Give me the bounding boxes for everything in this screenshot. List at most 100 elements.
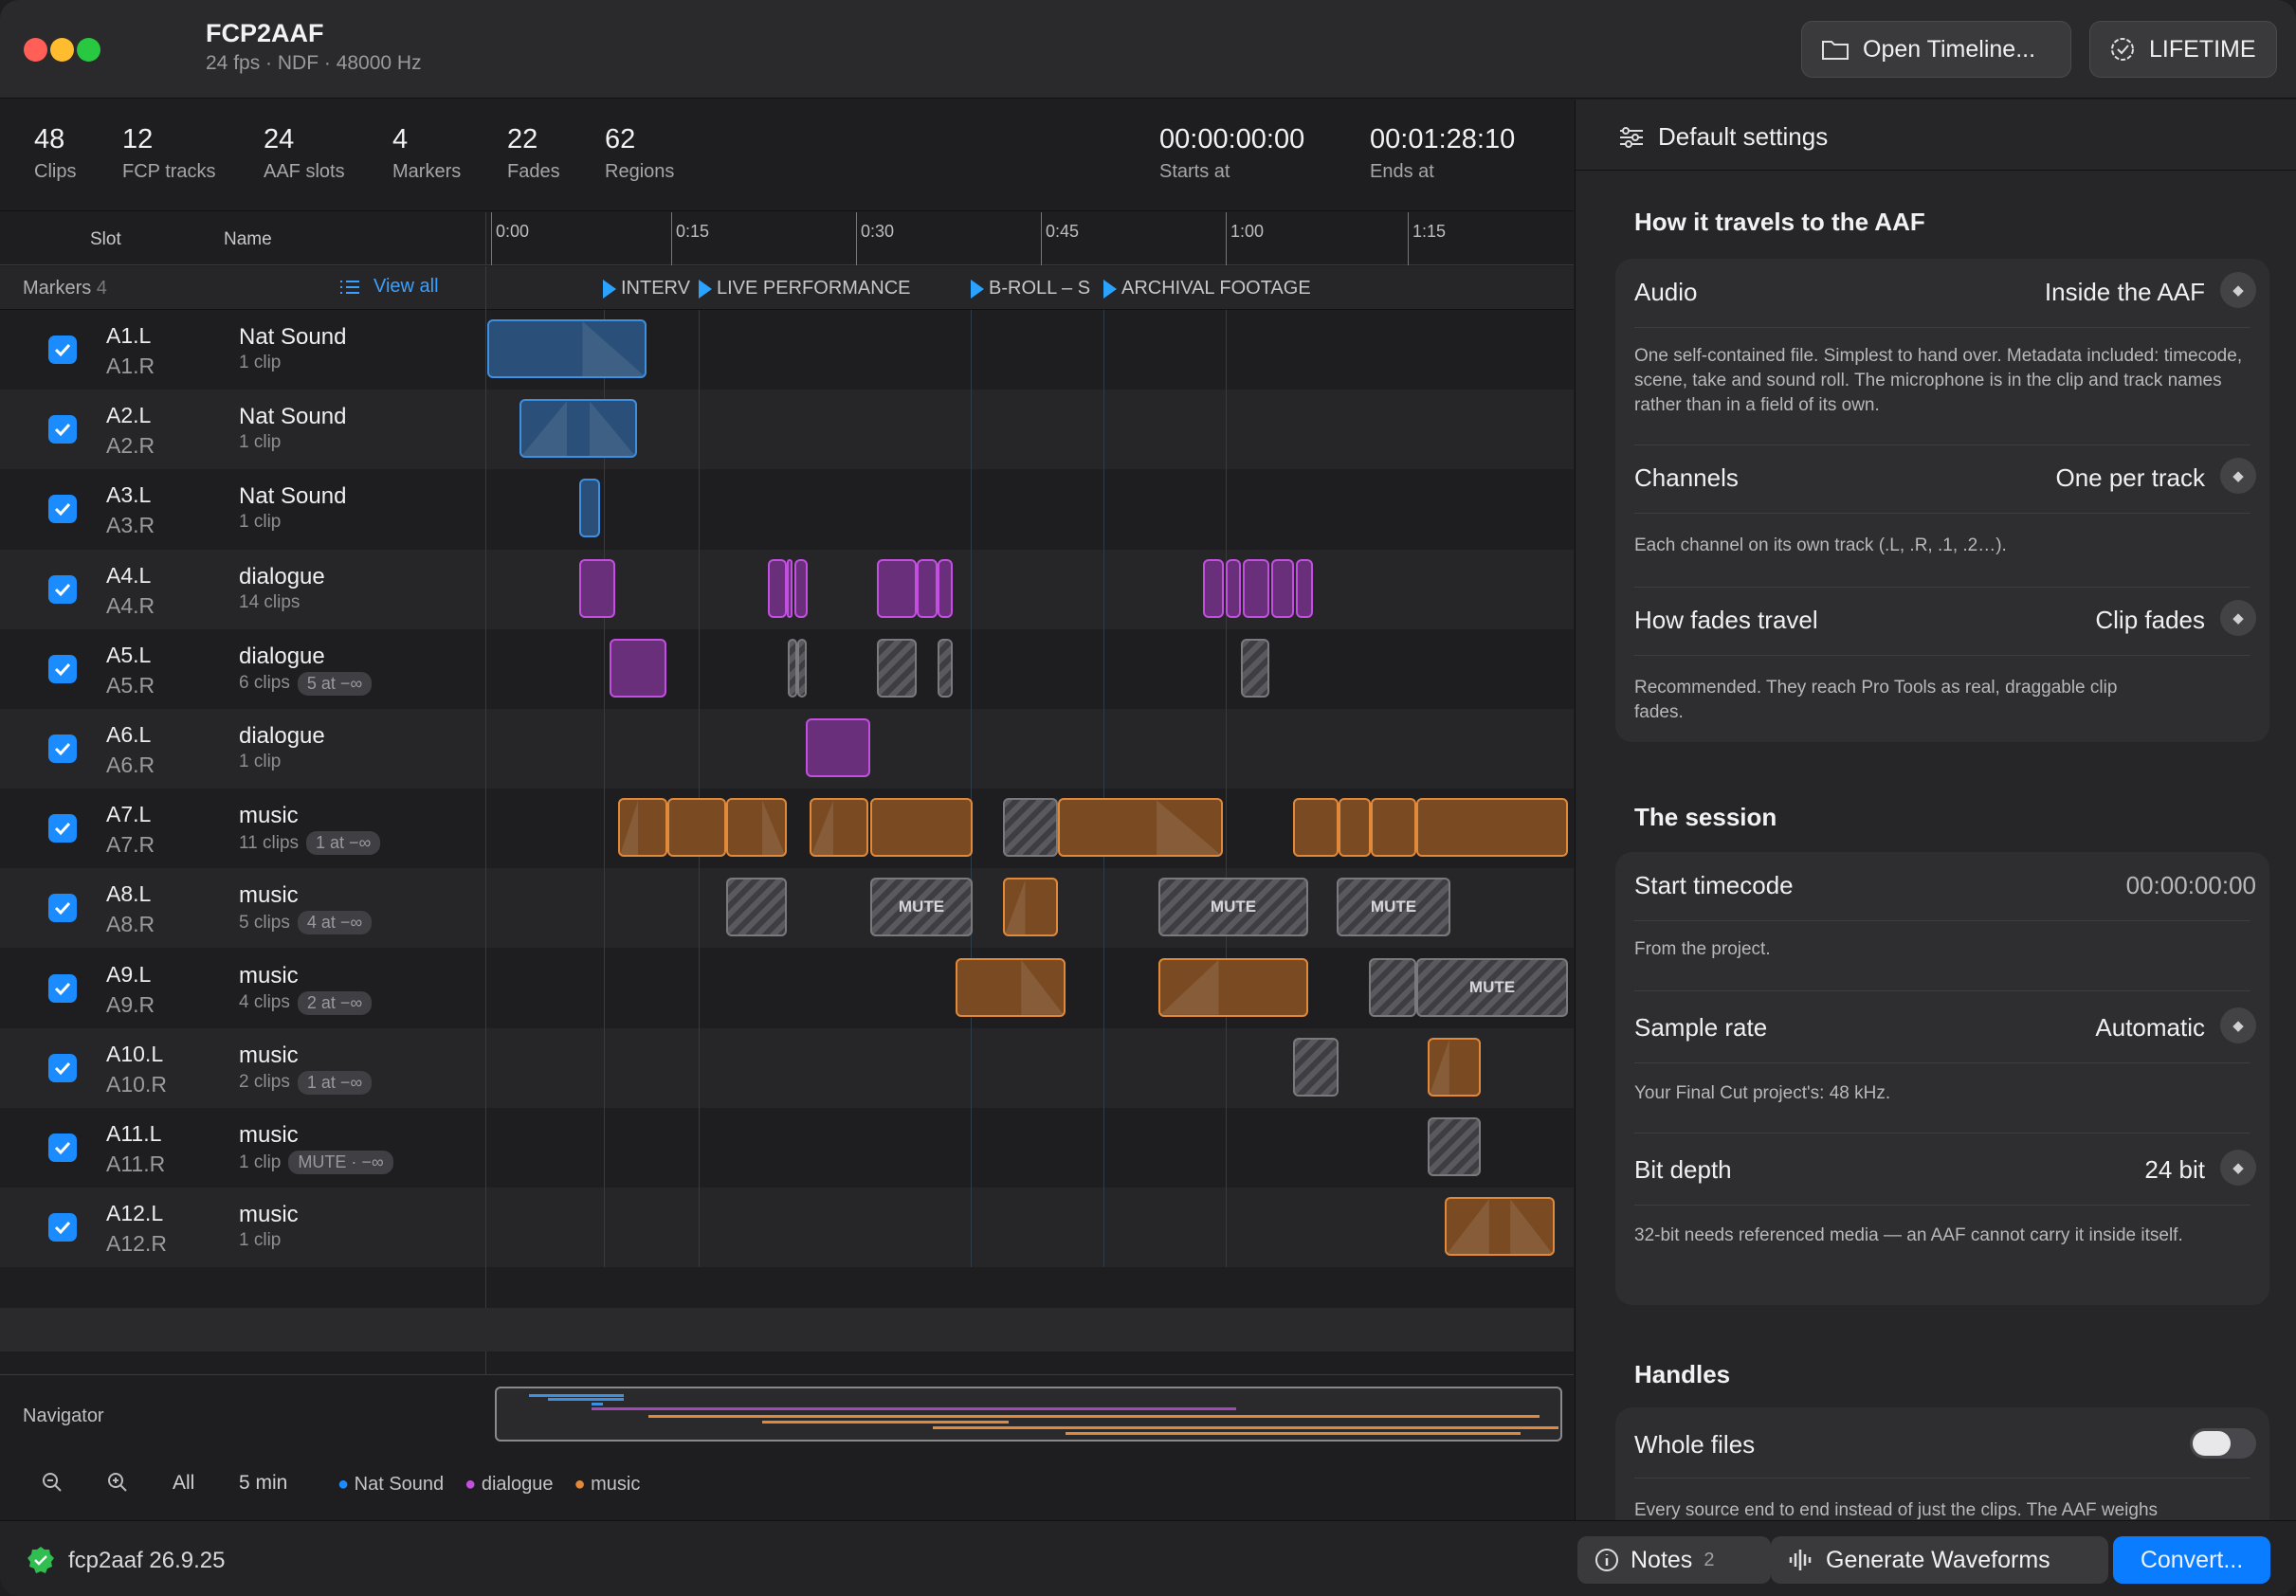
- slot-right: A10.R: [106, 1071, 167, 1097]
- zoom-in-button[interactable]: [105, 1470, 130, 1499]
- audio-clip[interactable]: [1296, 558, 1313, 618]
- audio-clip[interactable]: [768, 558, 787, 618]
- audio-clip[interactable]: [956, 957, 1066, 1017]
- marker-4[interactable]: ARCHIVAL FOOTAGE: [1103, 278, 1311, 299]
- channels-stepper-icon[interactable]: ◆: [2220, 458, 2256, 494]
- fades-stepper-icon[interactable]: ◆: [2220, 600, 2256, 636]
- muted-clip[interactable]: MUTE: [1416, 957, 1568, 1017]
- view-all-markers-button[interactable]: View all: [339, 276, 439, 298]
- track-enable-checkbox[interactable]: [48, 1053, 77, 1082]
- navigator-overview[interactable]: [495, 1387, 1562, 1442]
- audio-clip[interactable]: [726, 878, 787, 937]
- zoom-5min-button[interactable]: 5 min: [239, 1472, 288, 1494]
- audio-clip[interactable]: [1203, 558, 1224, 618]
- info-icon: [1595, 1549, 1618, 1571]
- default-settings-header[interactable]: Default settings: [1618, 122, 1828, 152]
- stat-fades: 22 Fades: [507, 124, 560, 182]
- audio-clip[interactable]: [1428, 1037, 1481, 1097]
- audio-clip[interactable]: [1003, 798, 1058, 858]
- audio-clip[interactable]: [794, 558, 808, 618]
- track-enable-checkbox[interactable]: [48, 415, 77, 444]
- close-window-button[interactable]: [24, 38, 47, 62]
- marker-3[interactable]: B-ROLL – S: [971, 278, 1090, 299]
- convert-button[interactable]: Convert...: [2113, 1536, 2270, 1584]
- audio-clip[interactable]: [487, 319, 647, 378]
- audio-clip[interactable]: [1241, 638, 1269, 698]
- audio-stepper-icon[interactable]: ◆: [2220, 272, 2256, 308]
- notes-button[interactable]: Notes 2: [1577, 1536, 1771, 1584]
- audio-clip[interactable]: [810, 798, 868, 858]
- audio-clip[interactable]: [1226, 558, 1241, 618]
- fades-value[interactable]: Clip fades: [2095, 606, 2205, 634]
- audio-clip[interactable]: [917, 558, 938, 618]
- track-enable-checkbox[interactable]: [48, 336, 77, 364]
- audio-clip[interactable]: [1271, 558, 1294, 618]
- audio-clip[interactable]: [1428, 1117, 1481, 1176]
- track-enable-checkbox[interactable]: [48, 735, 77, 763]
- zoom-out-button[interactable]: [40, 1470, 64, 1499]
- slot-right: A3.R: [106, 513, 155, 538]
- track-clip-count: 1 clip: [239, 353, 282, 372]
- audio-clip[interactable]: [726, 798, 787, 858]
- audio-clip[interactable]: [1058, 798, 1223, 858]
- start-timecode-value[interactable]: 00:00:00:00: [2125, 871, 2256, 899]
- track-enable-checkbox[interactable]: [48, 574, 77, 604]
- audio-clip[interactable]: [618, 798, 667, 858]
- audio-clip[interactable]: [1158, 957, 1308, 1017]
- zoom-window-button[interactable]: [77, 38, 100, 62]
- audio-clip[interactable]: [938, 638, 953, 698]
- minimize-window-button[interactable]: [50, 38, 74, 62]
- slot-left: A8.L: [106, 881, 152, 907]
- track-row: A11.L A11.R music 1 clip MUTE · −∞: [0, 1108, 1574, 1188]
- track-enable-checkbox[interactable]: [48, 814, 77, 843]
- track-enable-checkbox[interactable]: [48, 973, 77, 1003]
- marker-2[interactable]: LIVE PERFORMANCE: [699, 278, 910, 299]
- audio-clip[interactable]: [877, 638, 917, 698]
- audio-clip[interactable]: [579, 558, 615, 618]
- muted-clip[interactable]: MUTE: [1158, 878, 1308, 937]
- audio-value[interactable]: Inside the AAF: [2044, 278, 2205, 306]
- verified-badge-icon: [2111, 38, 2134, 61]
- track-enable-checkbox[interactable]: [48, 1213, 77, 1242]
- sample-rate-value[interactable]: Automatic: [2095, 1013, 2205, 1042]
- generate-waveforms-button[interactable]: Generate Waveforms: [1771, 1536, 2108, 1584]
- bit-depth-value[interactable]: 24 bit: [2144, 1155, 2205, 1184]
- sample-rate-stepper-icon[interactable]: ◆: [2220, 1007, 2256, 1043]
- audio-clip[interactable]: [1339, 798, 1371, 858]
- muted-clip[interactable]: MUTE: [1337, 878, 1450, 937]
- track-enable-checkbox[interactable]: [48, 1134, 77, 1162]
- audio-clip[interactable]: [667, 798, 726, 858]
- audio-clip[interactable]: [938, 558, 953, 618]
- section-session-title: The session: [1634, 803, 1777, 831]
- audio-clip[interactable]: [1416, 798, 1568, 858]
- track-enable-checkbox[interactable]: [48, 495, 77, 524]
- track-enable-checkbox[interactable]: [48, 894, 77, 923]
- track-row: A1.L A1.R Nat Sound 1 clip: [0, 310, 1574, 390]
- marker-1[interactable]: INTERV: [603, 278, 690, 299]
- muted-clip[interactable]: MUTE: [870, 878, 973, 937]
- open-timeline-button[interactable]: Open Timeline...: [1801, 21, 2071, 78]
- bit-depth-stepper-icon[interactable]: ◆: [2220, 1150, 2256, 1186]
- audio-clip[interactable]: [579, 479, 600, 538]
- audio-clip[interactable]: [787, 558, 793, 618]
- audio-clip[interactable]: [519, 399, 637, 459]
- audio-clip[interactable]: [797, 638, 807, 698]
- audio-clip[interactable]: [1243, 558, 1269, 618]
- audio-clip[interactable]: [806, 718, 870, 777]
- audio-clip[interactable]: [1371, 798, 1416, 858]
- zoom-all-button[interactable]: All: [173, 1472, 195, 1494]
- audio-clip[interactable]: [788, 638, 797, 698]
- license-button[interactable]: LIFETIME: [2089, 21, 2277, 78]
- ruler-tick: 1:15: [1408, 212, 1446, 265]
- audio-clip[interactable]: [1003, 878, 1058, 937]
- audio-clip[interactable]: [1293, 798, 1339, 858]
- audio-clip[interactable]: [877, 558, 917, 618]
- whole-files-toggle[interactable]: [2190, 1428, 2256, 1459]
- audio-clip[interactable]: [1445, 1197, 1555, 1257]
- audio-clip[interactable]: [1369, 957, 1416, 1017]
- audio-clip[interactable]: [610, 638, 666, 698]
- audio-clip[interactable]: [870, 798, 973, 858]
- audio-clip[interactable]: [1293, 1037, 1339, 1097]
- channels-value[interactable]: One per track: [2055, 463, 2205, 492]
- track-enable-checkbox[interactable]: [48, 654, 77, 683]
